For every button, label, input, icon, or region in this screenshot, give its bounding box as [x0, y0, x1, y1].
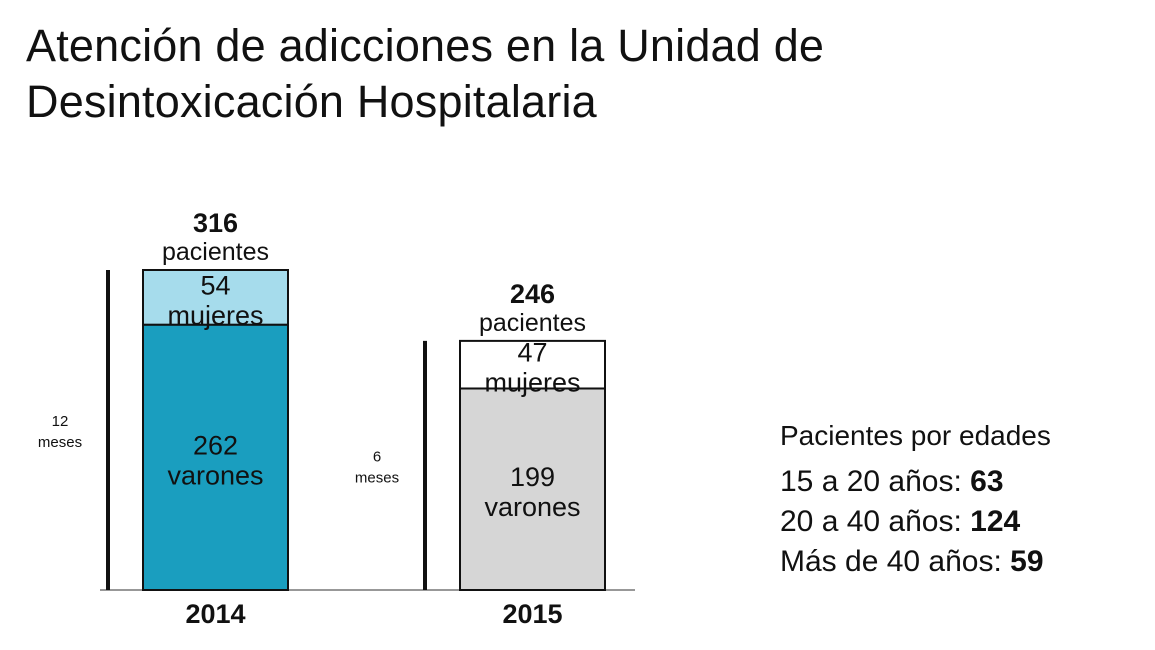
- ages-title: Pacientes por edades: [780, 420, 1051, 451]
- segment-name-label: mujeres: [484, 368, 580, 398]
- period-value-label: 6: [373, 448, 381, 465]
- total-unit-label: pacientes: [162, 238, 269, 266]
- chart-title: Atención de adicciones en la Unidad de D…: [26, 18, 1026, 130]
- segment-name-label: varones: [484, 492, 580, 522]
- title-line-1: Atención de adicciones en la Unidad de: [26, 20, 825, 71]
- category-label: 2015: [502, 599, 562, 629]
- category-label: 2014: [185, 599, 245, 629]
- total-value-label: 246: [510, 279, 555, 309]
- segment-value-label: 262: [193, 430, 238, 460]
- age-row-value: 59: [1010, 545, 1044, 578]
- age-row-0: 15 a 20 años: 63: [780, 462, 1150, 502]
- total-unit-label: pacientes: [479, 309, 586, 337]
- age-row-label: Más de 40 años:: [780, 545, 1011, 578]
- segment-value-label: 47: [517, 338, 547, 368]
- period-unit-label: meses: [355, 469, 399, 486]
- segment-name-label: varones: [167, 460, 263, 490]
- age-row-value: 124: [970, 505, 1021, 538]
- title-line-2: Desintoxicación Hospitalaria: [26, 76, 597, 127]
- segment-name-label: mujeres: [167, 300, 263, 330]
- period-value-label: 12: [52, 413, 69, 430]
- age-row-label: 20 a 40 años:: [780, 505, 971, 538]
- bar-segment-mujeres: [142, 269, 289, 326]
- ages-panel: Pacientes por edades 15 a 20 años: 63 20…: [780, 418, 1150, 582]
- period-unit-label: meses: [38, 434, 82, 451]
- segment-value-label: 54: [200, 270, 230, 300]
- age-row-2: Más de 40 años: 59: [780, 542, 1150, 582]
- total-value-label: 316: [193, 208, 238, 238]
- segment-value-label: 199: [510, 462, 555, 492]
- bar-segment-mujeres: [459, 339, 606, 390]
- age-row-1: 20 a 40 años: 124: [780, 502, 1150, 542]
- age-row-value: 63: [970, 465, 1004, 498]
- age-row-label: 15 a 20 años:: [780, 465, 971, 498]
- bar-segment-varones: [142, 323, 289, 591]
